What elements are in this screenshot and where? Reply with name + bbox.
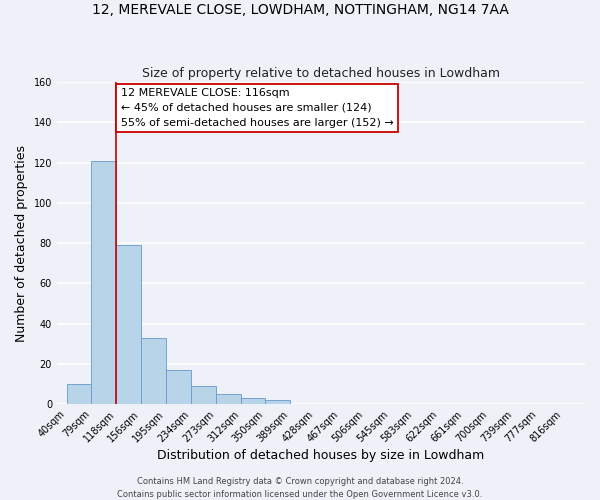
Bar bbox=[215, 394, 241, 404]
Bar bbox=[116, 245, 141, 404]
Text: 12, MEREVALE CLOSE, LOWDHAM, NOTTINGHAM, NG14 7AA: 12, MEREVALE CLOSE, LOWDHAM, NOTTINGHAM,… bbox=[92, 2, 508, 16]
X-axis label: Distribution of detached houses by size in Lowdham: Distribution of detached houses by size … bbox=[157, 450, 485, 462]
Y-axis label: Number of detached properties: Number of detached properties bbox=[15, 144, 28, 342]
Bar bbox=[166, 370, 191, 404]
Bar bbox=[141, 338, 166, 404]
Text: Contains HM Land Registry data © Crown copyright and database right 2024.
Contai: Contains HM Land Registry data © Crown c… bbox=[118, 478, 482, 499]
Bar bbox=[191, 386, 215, 404]
Bar bbox=[265, 400, 290, 404]
Title: Size of property relative to detached houses in Lowdham: Size of property relative to detached ho… bbox=[142, 66, 500, 80]
Bar bbox=[67, 384, 91, 404]
Text: 12 MEREVALE CLOSE: 116sqm
← 45% of detached houses are smaller (124)
55% of semi: 12 MEREVALE CLOSE: 116sqm ← 45% of detac… bbox=[121, 88, 394, 128]
Bar bbox=[91, 160, 116, 404]
Bar bbox=[241, 398, 265, 404]
